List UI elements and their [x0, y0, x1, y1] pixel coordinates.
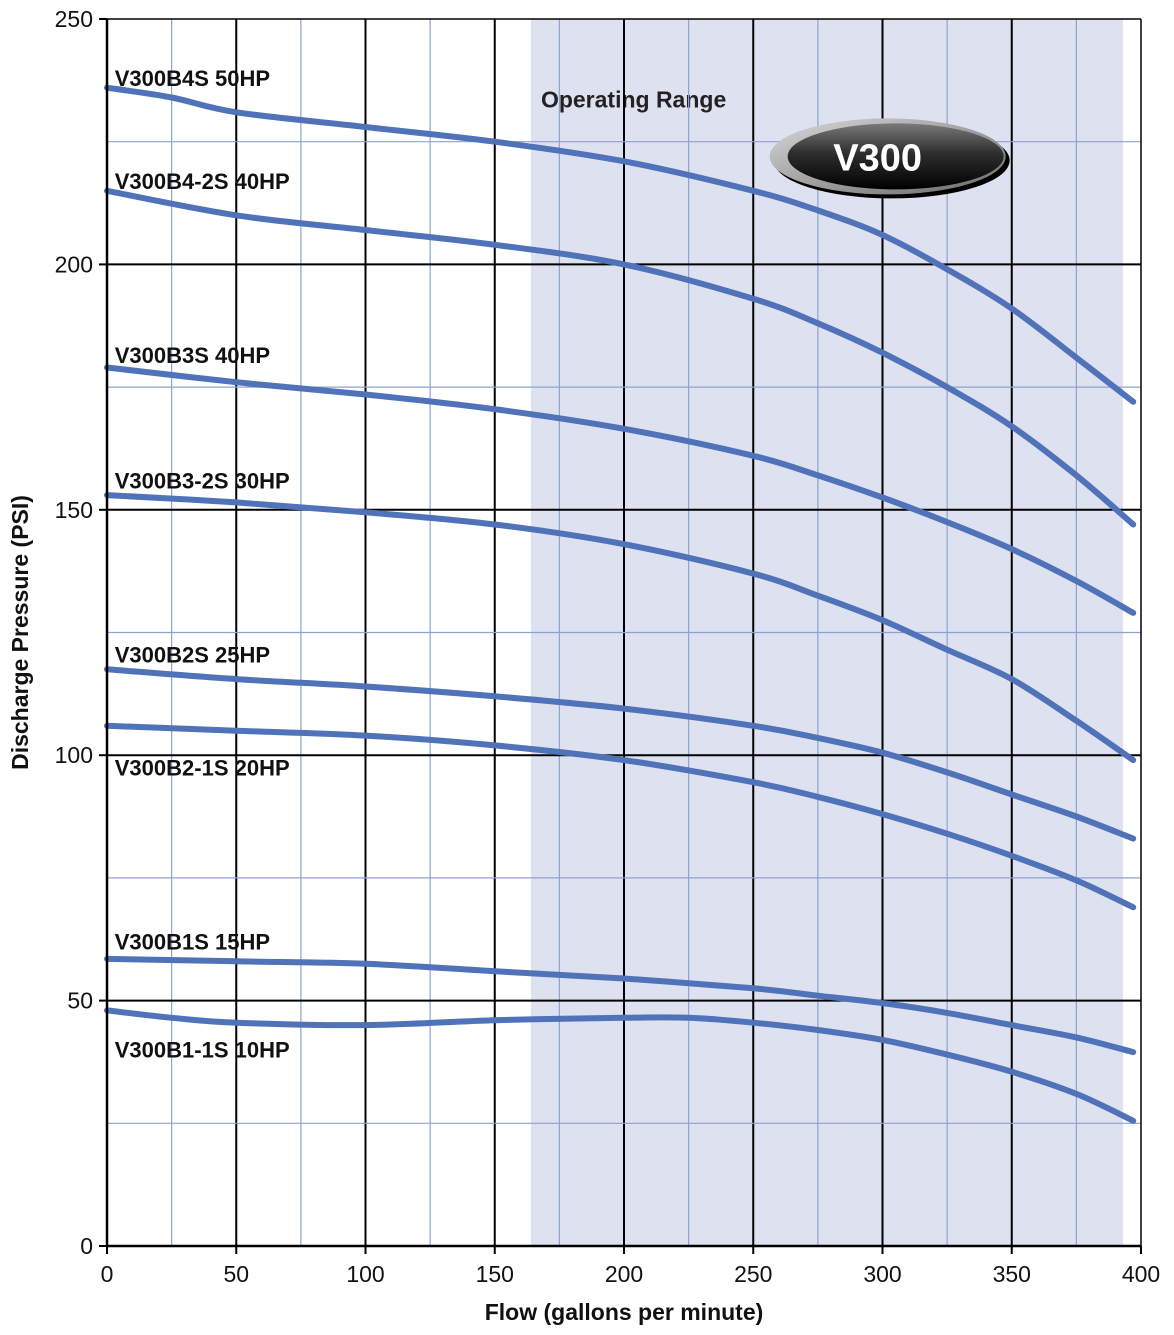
series-label-v300b1-1s-10hp: V300B1-1S 10HP	[115, 1038, 290, 1063]
y-tick-label: 200	[55, 251, 93, 277]
x-axis-title: Flow (gallons per minute)	[485, 1299, 764, 1325]
series-line-v300b1s-15hp	[104, 955, 1137, 1056]
y-tick-label: 100	[55, 742, 93, 768]
series-line-v300b3-2s-30hp	[104, 492, 1137, 764]
series-label-v300b3-2s-30hp: V300B3-2S 30HP	[115, 468, 290, 493]
series-line-v300b3s-40hp	[104, 364, 1137, 616]
x-tick-label: 200	[605, 1261, 643, 1287]
x-tick-label: 150	[476, 1261, 514, 1287]
y-tick-label: 250	[55, 6, 93, 32]
y-tick-label: 150	[55, 497, 93, 523]
badge-oval	[787, 123, 1004, 190]
series-label-v300b2s-25hp: V300B2S 25HP	[115, 643, 270, 668]
x-tick-label: 300	[863, 1261, 901, 1287]
x-tick-label: 350	[993, 1261, 1031, 1287]
series-line-v300b4s-50hp	[104, 84, 1137, 405]
series-line-v300b2-1s-20hp	[104, 722, 1137, 911]
series-line-v300b1-1s-10hp	[104, 1007, 1137, 1124]
operating-range-label: Operating Range	[541, 86, 726, 112]
badge-text: V300	[833, 137, 922, 179]
y-axis-title: Discharge Pressure (PSI)	[7, 495, 33, 770]
series-label-v300b1s-15hp: V300B1S 15HP	[115, 930, 270, 955]
series-line-v300b2s-25hp	[104, 666, 1137, 842]
x-tick-label: 50	[223, 1261, 249, 1287]
x-tick-label: 0	[101, 1261, 114, 1287]
series-label-v300b3s-40hp: V300B3S 40HP	[115, 343, 270, 368]
series-line-v300b4-2s-40hp	[104, 187, 1137, 528]
y-tick-label: 0	[80, 1233, 93, 1259]
series-label-v300b4s-50hp: V300B4S 50HP	[115, 66, 270, 91]
series-label-v300b4-2s-40hp: V300B4-2S 40HP	[115, 169, 290, 194]
x-tick-label: 100	[346, 1261, 384, 1287]
series-label-v300b2-1s-20hp: V300B2-1S 20HP	[115, 755, 290, 780]
x-tick-label: 250	[734, 1261, 772, 1287]
y-tick-label: 50	[67, 988, 93, 1014]
x-tick-label: 400	[1122, 1261, 1160, 1287]
